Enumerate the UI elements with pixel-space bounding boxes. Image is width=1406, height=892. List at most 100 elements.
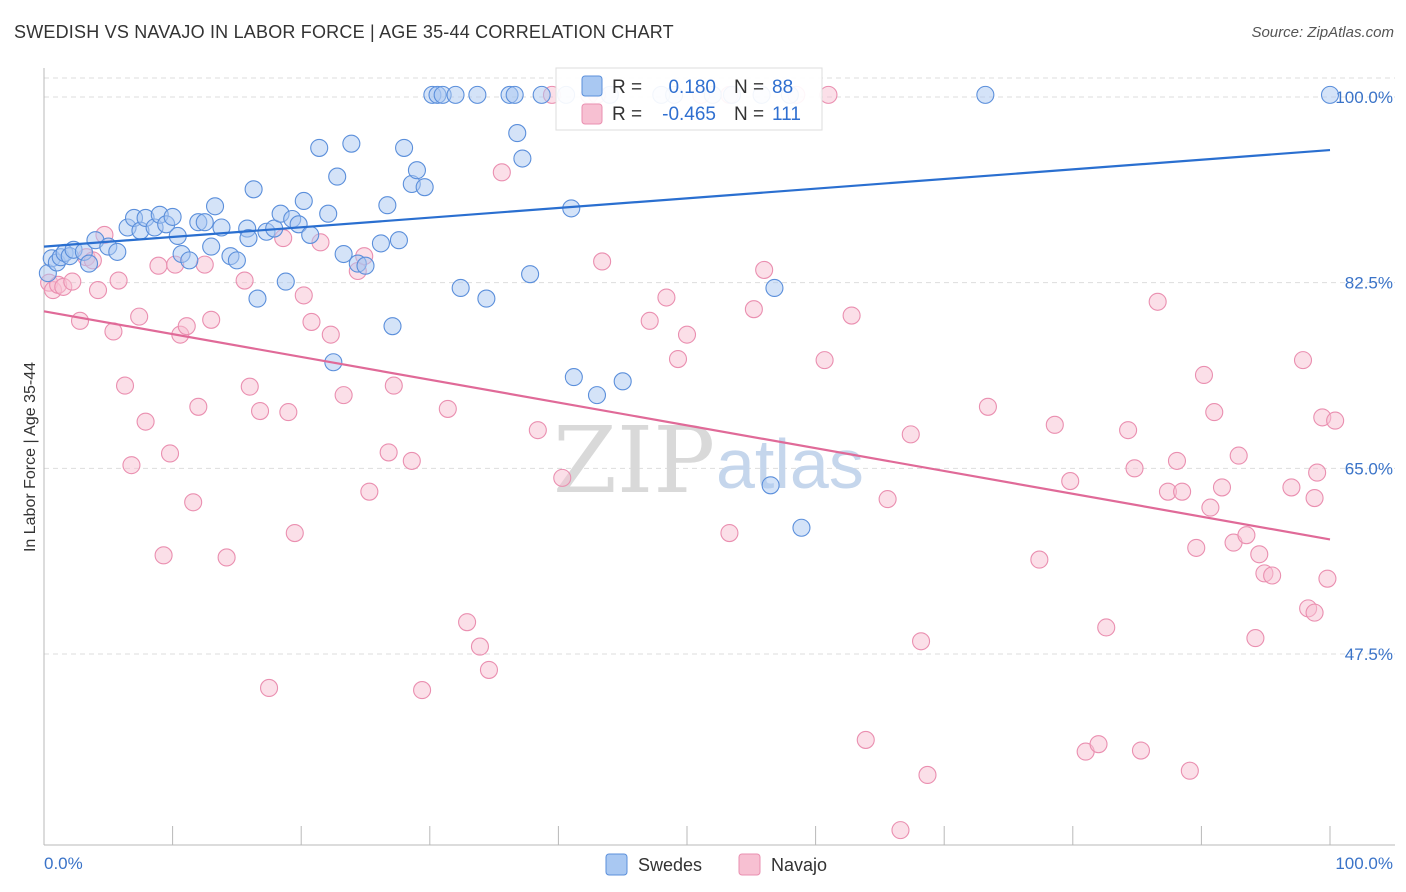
navajo-point bbox=[1061, 472, 1080, 491]
y-tick-label: 47.5% bbox=[1345, 645, 1393, 664]
x-axis-ticks bbox=[43, 826, 1331, 845]
navajo-point bbox=[815, 351, 834, 370]
y-axis-tick-labels: 47.5% 65.0% 82.5% 100.0% bbox=[1335, 88, 1393, 664]
navajo-point bbox=[302, 312, 321, 331]
navajo-point bbox=[1205, 403, 1224, 422]
watermark: ZIP atlas bbox=[553, 407, 864, 514]
swedes-point bbox=[248, 289, 267, 308]
swedes-point bbox=[239, 229, 258, 248]
navajo-trend-line bbox=[43, 310, 1331, 541]
navajo-point bbox=[1318, 569, 1337, 588]
swedes-point bbox=[613, 372, 632, 391]
legend-swatch-navajo bbox=[738, 853, 761, 876]
swedes-point bbox=[451, 278, 470, 298]
navajo-point bbox=[1305, 488, 1324, 508]
navajo-point bbox=[657, 288, 676, 307]
grid-lines bbox=[44, 77, 1395, 655]
navajo-stat-swatch bbox=[581, 103, 603, 125]
navajo-point bbox=[109, 271, 128, 290]
navajo-point bbox=[677, 325, 697, 344]
navajo-point bbox=[136, 412, 155, 431]
navajo-point bbox=[593, 252, 612, 271]
navajo-point bbox=[360, 482, 379, 501]
swedes-point bbox=[477, 289, 496, 308]
swedes-point bbox=[513, 149, 532, 168]
navajo-point bbox=[458, 613, 477, 632]
navajo-point bbox=[1045, 415, 1064, 434]
watermark-atlas: atlas bbox=[716, 425, 864, 503]
navajo-point bbox=[1180, 761, 1199, 780]
navajo-point bbox=[1119, 421, 1138, 440]
swedes-point bbox=[395, 138, 414, 157]
navajo-point bbox=[470, 637, 490, 656]
navajo-point bbox=[878, 490, 897, 509]
swedes-point bbox=[792, 518, 811, 537]
swedes-point bbox=[505, 85, 524, 104]
swedes-point bbox=[212, 218, 231, 237]
navajo-point bbox=[384, 376, 403, 395]
navajo-point bbox=[720, 524, 739, 543]
navajo-point bbox=[1263, 566, 1282, 585]
navajo-point bbox=[88, 281, 108, 300]
navajo-point bbox=[202, 310, 221, 329]
y-axis-label: In Labor Force | Age 35-44 bbox=[22, 362, 39, 552]
swedes-point bbox=[342, 134, 361, 153]
legend-label-navajo: Navajo bbox=[771, 855, 827, 875]
legend: Swedes Navajo bbox=[605, 853, 827, 876]
swedes-point bbox=[532, 85, 551, 104]
navajo-point bbox=[1212, 478, 1232, 497]
navajo-point bbox=[842, 306, 861, 325]
navajo-r-label: R = bbox=[612, 104, 642, 125]
navajo-point bbox=[70, 311, 90, 330]
navajo-point bbox=[668, 350, 688, 369]
swedes-point bbox=[976, 85, 995, 104]
swedes-point bbox=[294, 191, 313, 211]
navajo-point bbox=[891, 821, 910, 840]
swedes-point bbox=[468, 85, 487, 104]
swedes-point bbox=[227, 251, 246, 270]
swedes-point bbox=[415, 178, 434, 197]
swedes-point bbox=[202, 237, 221, 256]
trend-lines bbox=[43, 148, 1331, 541]
navajo-point bbox=[240, 377, 259, 396]
swedes-point bbox=[371, 234, 390, 253]
navajo-point bbox=[1148, 292, 1167, 311]
navajo-point bbox=[413, 681, 432, 700]
source-credit: Source: ZipAtlas.com bbox=[1251, 24, 1394, 41]
navajo-point bbox=[1305, 603, 1324, 622]
navajo-point bbox=[1173, 482, 1192, 501]
navajo-point bbox=[184, 493, 203, 512]
navajo-point bbox=[479, 660, 499, 679]
navajo-point bbox=[379, 443, 398, 462]
y-tick-label: 100.0% bbox=[1335, 88, 1393, 107]
swedes-point bbox=[79, 254, 99, 273]
navajo-point bbox=[1194, 365, 1214, 385]
stats-box: R = 0.180 N = 88 R = -0.465 N = 111 bbox=[555, 67, 823, 131]
swedes-n-value: 88 bbox=[772, 77, 793, 98]
navajo-point bbox=[160, 444, 180, 463]
swedes-point bbox=[180, 251, 199, 270]
swedes-point bbox=[407, 161, 426, 180]
swedes-point bbox=[276, 272, 295, 291]
navajo-point bbox=[1326, 411, 1345, 430]
navajo-n-value: 111 bbox=[772, 104, 801, 125]
swedes-point bbox=[108, 242, 127, 261]
swedes-point bbox=[334, 244, 353, 264]
navajo-point bbox=[978, 397, 997, 416]
navajo-point bbox=[438, 399, 457, 418]
swedes-point bbox=[508, 124, 527, 143]
navajo-point bbox=[912, 632, 931, 651]
swedes-point bbox=[564, 368, 583, 387]
x-tick-label-min: 0.0% bbox=[44, 854, 83, 873]
navajo-point bbox=[819, 85, 838, 104]
y-tick-label: 82.5% bbox=[1345, 274, 1393, 293]
swedes-stat-swatch bbox=[581, 75, 603, 97]
navajo-point bbox=[259, 678, 279, 698]
navajo-r-value: -0.465 bbox=[662, 104, 716, 125]
swedes-point bbox=[587, 386, 607, 405]
navajo-point bbox=[189, 397, 208, 416]
swedes-point bbox=[244, 180, 263, 199]
navajo-point bbox=[640, 311, 659, 330]
navajo-point bbox=[1167, 451, 1187, 470]
navajo-point bbox=[1089, 735, 1108, 754]
